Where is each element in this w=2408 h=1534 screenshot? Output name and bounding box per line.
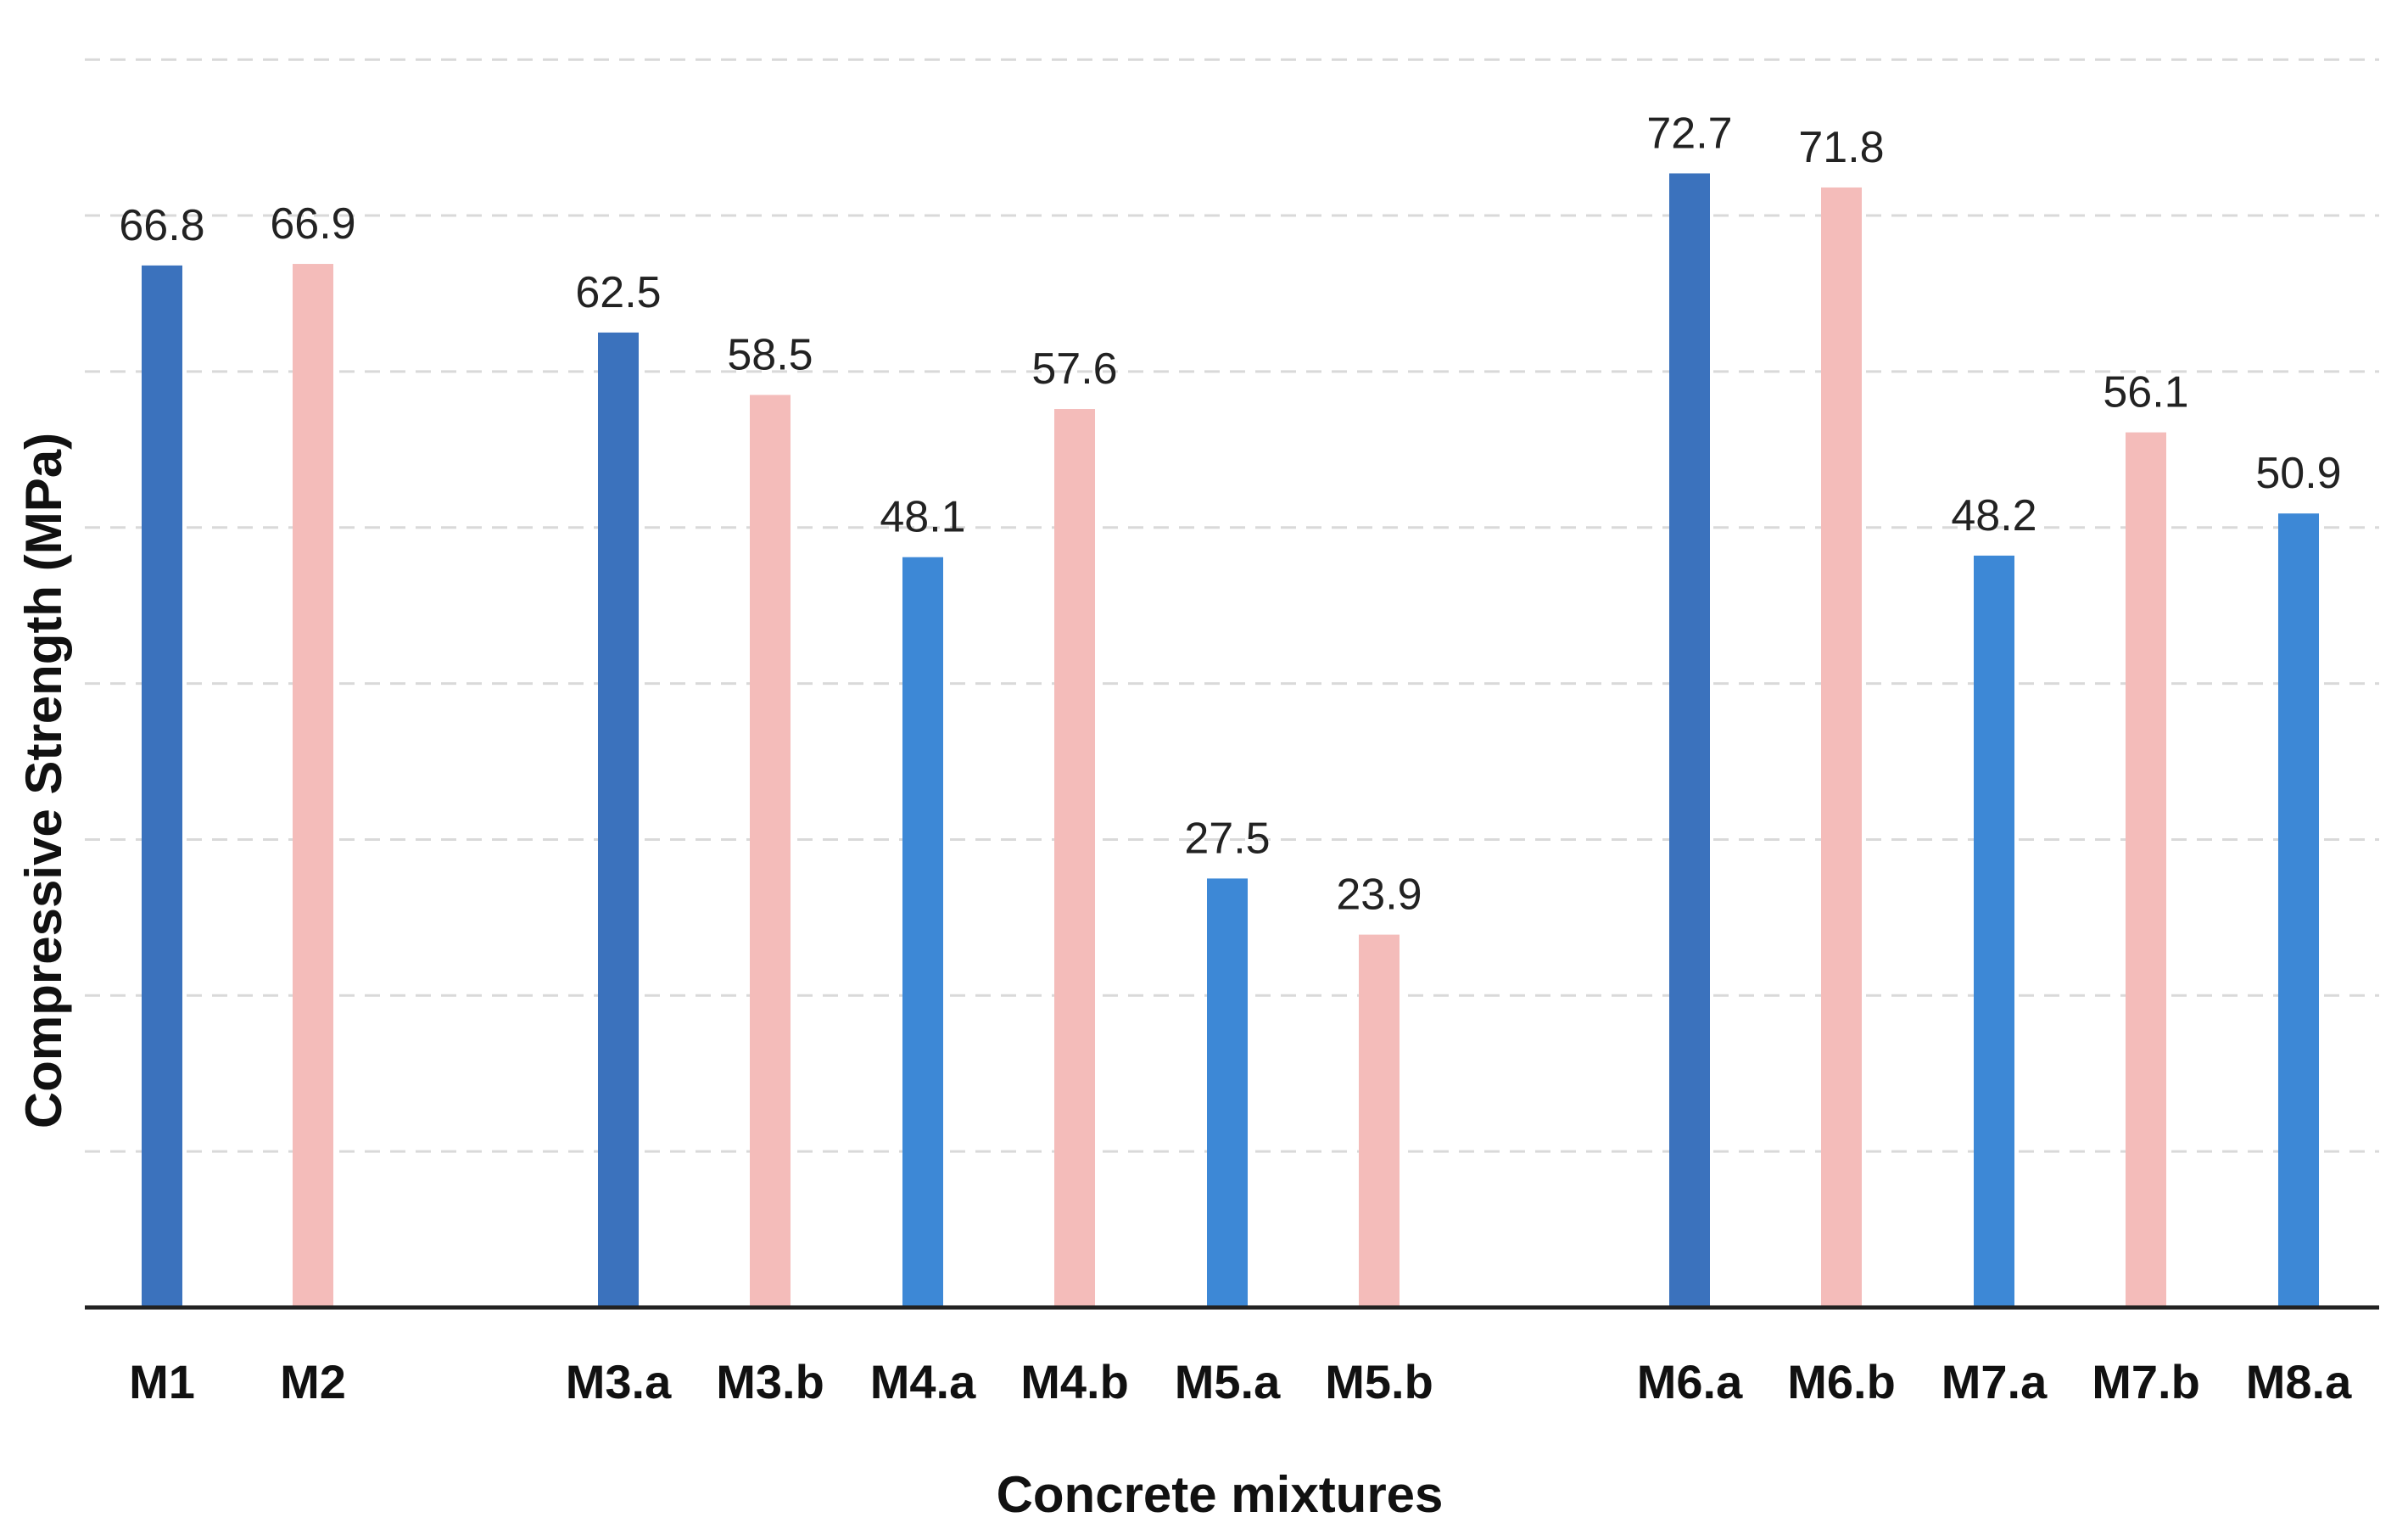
x-tick-label: M3.b — [716, 1355, 824, 1408]
bar-m5a — [1207, 878, 1248, 1307]
value-label: 57.6 — [1031, 344, 1117, 394]
x-tick-label: M5.a — [1175, 1355, 1281, 1408]
bars — [142, 173, 2319, 1308]
x-tick-label: M4.b — [1020, 1355, 1129, 1408]
value-label: 58.5 — [727, 330, 813, 379]
bar-m4a — [902, 557, 943, 1307]
bar-m3a — [598, 332, 639, 1307]
value-labels: 66.8 66.9 62.5 58.5 48.1 57.6 27.5 23.9 72.7 71.8… — [119, 109, 2341, 919]
y-axis-title: Compressive Strength (MPa) — [15, 433, 72, 1128]
value-label: 66.9 — [270, 199, 355, 249]
value-label: 48.2 — [1951, 491, 2036, 540]
bar-m7b — [2126, 432, 2166, 1307]
x-axis-title: Concrete mixtures — [997, 1466, 1444, 1523]
bar-m8a — [2278, 513, 2319, 1307]
x-tick-label: M6.b — [1787, 1355, 1896, 1408]
x-tick-label: M1 — [129, 1355, 195, 1408]
x-tick-label: M6.a — [1637, 1355, 1743, 1408]
bar-m6b — [1821, 187, 1862, 1307]
x-tick-label: M4.a — [870, 1355, 976, 1408]
bar-m3b — [750, 395, 791, 1307]
value-label: 71.8 — [1798, 123, 1884, 172]
x-tick-label: M3.a — [566, 1355, 672, 1408]
bar-m2 — [293, 264, 333, 1308]
x-tick-label: M7.a — [1941, 1355, 2048, 1408]
x-tick-labels: M1 M2 M3.a M3.b M4.a M4.b M5.a M5.b M6.a M6.b M7.a… — [129, 1355, 2352, 1408]
x-tick-label: M8.a — [2246, 1355, 2352, 1408]
value-label: 66.8 — [119, 201, 204, 250]
gridlines — [85, 58, 2379, 1153]
value-label: 23.9 — [1336, 871, 1422, 920]
bar-m5b — [1359, 934, 1400, 1307]
bar-m6a — [1669, 173, 1710, 1307]
value-label: 27.5 — [1184, 814, 1270, 863]
value-label: 62.5 — [575, 268, 661, 317]
bar-m4b — [1054, 409, 1095, 1308]
value-label: 48.1 — [880, 493, 965, 542]
x-tick-label: M7.b — [2092, 1355, 2200, 1408]
bar-m7a — [1974, 555, 2014, 1307]
x-tick-label: M5.b — [1325, 1355, 1433, 1408]
value-label: 56.1 — [2103, 368, 2188, 417]
value-label: 50.9 — [2255, 449, 2341, 498]
x-tick-label: M2 — [280, 1355, 346, 1408]
value-label: 72.7 — [1646, 109, 1732, 158]
bar-m1 — [142, 265, 182, 1308]
